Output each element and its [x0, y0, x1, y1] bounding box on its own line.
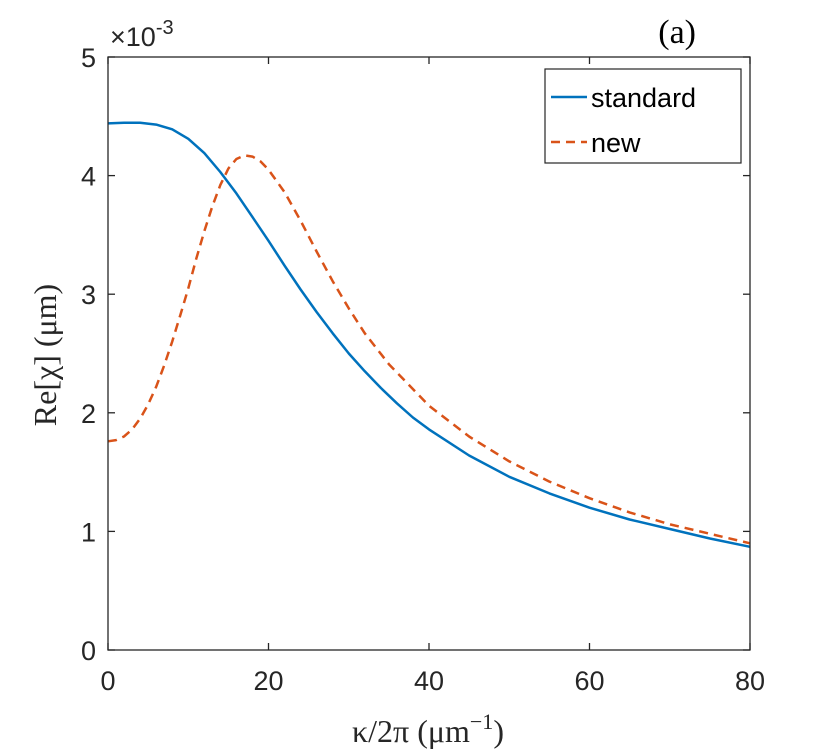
- x-tick-label: 0: [100, 666, 115, 696]
- y-tick-label: 2: [81, 399, 96, 429]
- series-line-new: [107, 154, 751, 545]
- y-tick-label: 0: [81, 636, 96, 666]
- y-tick-label: 3: [81, 280, 96, 310]
- series-line-standard: [107, 121, 751, 549]
- y-axis-label: Re[χ] (μm): [27, 284, 63, 426]
- legend-label-new: new: [591, 128, 641, 158]
- y-tick-label: 1: [81, 517, 96, 547]
- y-axis-exponent-base: ×10: [110, 22, 156, 52]
- y-tick-label: 5: [81, 43, 96, 73]
- y-axis-exponent-power: -3: [156, 17, 174, 39]
- legend-label-standard: standard: [591, 83, 696, 113]
- plot-area: [107, 121, 751, 549]
- x-tick-label: 60: [574, 666, 604, 696]
- legend-box: [544, 68, 742, 164]
- tick-labels: 0 20 40 60 80 0 1 2 3 4 5: [81, 43, 765, 696]
- y-tick-label: 4: [81, 162, 96, 192]
- x-axis-label-sup: −1: [470, 709, 493, 734]
- tick-marks: [107, 56, 751, 651]
- x-tick-label: 20: [253, 666, 283, 696]
- x-axis-label-close: ): [493, 713, 504, 749]
- x-axis-label-main: κ/2π (μm: [352, 713, 470, 749]
- panel-label: (a): [658, 14, 696, 51]
- x-tick-label: 80: [735, 666, 765, 696]
- y-axis-exponent: ×10-3: [110, 17, 174, 52]
- x-tick-label: 40: [414, 666, 444, 696]
- x-axis-label: κ/2π (μm−1): [352, 709, 504, 749]
- legend: standard new: [544, 68, 742, 164]
